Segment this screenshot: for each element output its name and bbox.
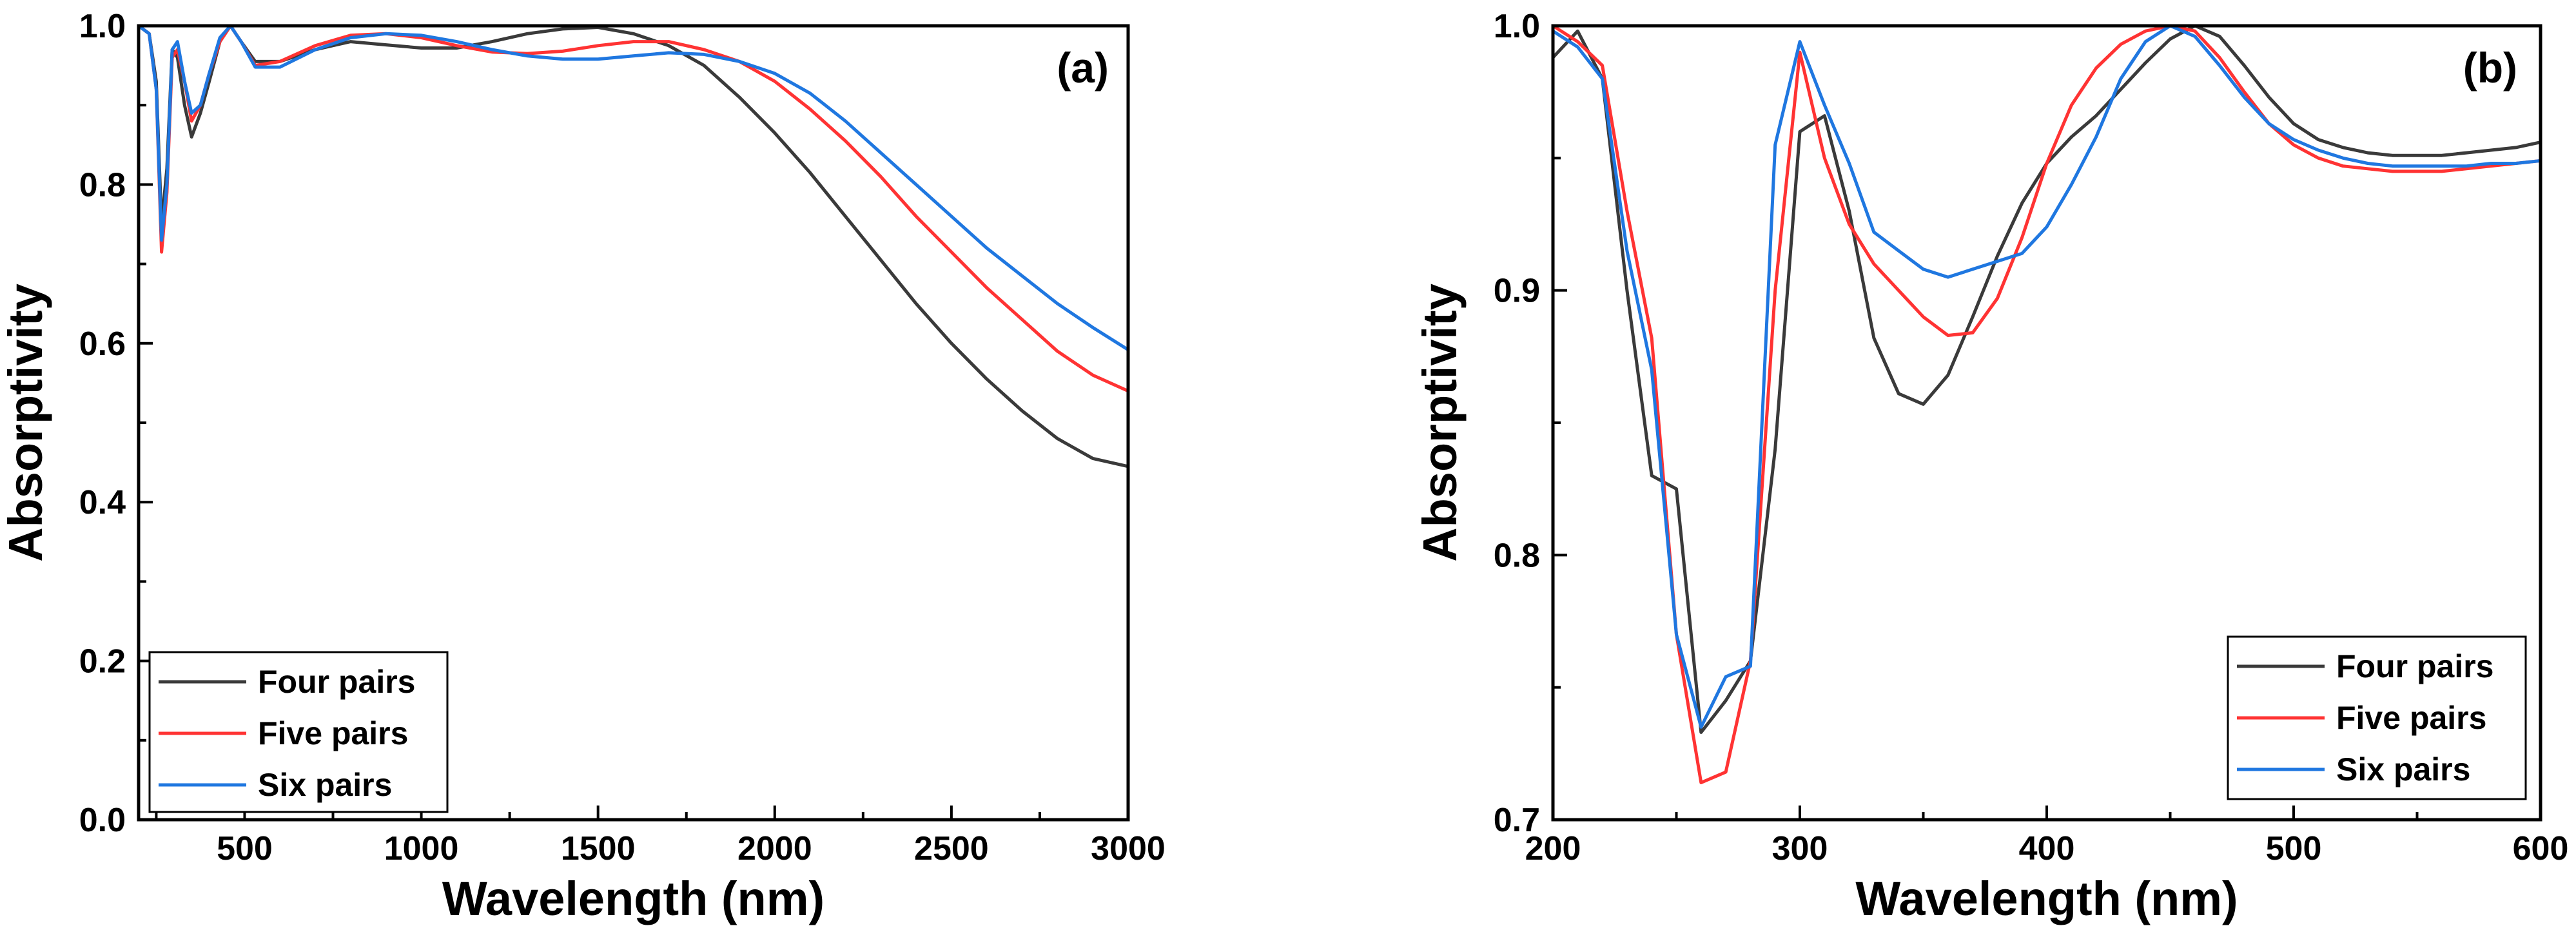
series-lines xyxy=(139,24,1128,468)
x-tick-label: 1000 xyxy=(384,830,459,867)
panel-label: (a) xyxy=(1057,44,1109,92)
x-tick-label: 1500 xyxy=(561,830,636,867)
panel-a: 500 1000 1500 2000 2500 3000 0.0 0.2 0.4 0.6 0.8 1.… xyxy=(0,8,1166,925)
x-tick-label: 500 xyxy=(217,830,273,867)
x-tick-label: 200 xyxy=(1525,830,1581,867)
y-tick-label: 0.8 xyxy=(1494,537,1540,574)
legend: Four pairs Five pairs Six pairs xyxy=(148,651,449,813)
y-axis-title: Absorptivity xyxy=(1413,284,1467,562)
x-tick-label: 3000 xyxy=(1091,830,1166,867)
series-lines xyxy=(1553,24,2541,784)
y-tick-label: 0.4 xyxy=(79,484,126,521)
legend-label: Four pairs xyxy=(258,664,415,700)
y-tick-label: 0.9 xyxy=(1494,273,1540,310)
y-axis-title: Absorptivity xyxy=(0,284,52,562)
x-tick-label: 2500 xyxy=(914,830,989,867)
x-tick-label: 600 xyxy=(2513,830,2569,867)
series-line-four-pairs xyxy=(1553,24,2541,734)
y-tick-label: 0.8 xyxy=(79,166,126,204)
series-line-six-pairs xyxy=(1553,24,2541,729)
x-tick-label: 2000 xyxy=(737,830,812,867)
x-axis-title: Wavelength (nm) xyxy=(1855,872,2238,925)
legend: Four pairs Five pairs Six pairs xyxy=(2227,635,2527,800)
legend-label: Five pairs xyxy=(2336,700,2486,736)
y-tick-label: 0.2 xyxy=(79,643,126,681)
series-line-six-pairs xyxy=(139,24,1128,352)
x-tick-label: 500 xyxy=(2266,830,2322,867)
series-line-five-pairs xyxy=(1553,24,2541,784)
legend-label: Five pairs xyxy=(258,715,408,751)
series-line-four-pairs xyxy=(139,24,1128,468)
x-axis-title: Wavelength (nm) xyxy=(442,872,825,925)
legend-label: Six pairs xyxy=(258,767,392,803)
y-tick-label: 0.7 xyxy=(1494,802,1540,839)
y-tick-label: 0.6 xyxy=(79,325,126,363)
legend-label: Six pairs xyxy=(2336,751,2470,787)
y-tick-label: 0.0 xyxy=(79,802,126,839)
x-tick-label: 400 xyxy=(2019,830,2075,867)
series-line-five-pairs xyxy=(139,24,1128,393)
y-tick-label: 1.0 xyxy=(79,8,126,45)
y-tick-label: 1.0 xyxy=(1494,8,1540,45)
panel-label: (b) xyxy=(2463,44,2517,92)
legend-label: Four pairs xyxy=(2336,648,2493,684)
x-tick-label: 300 xyxy=(1772,830,1828,867)
panel-b: 200 300 400 500 600 0.7 0.8 0.9 1.0 Wavelength (n… xyxy=(1413,8,2568,925)
